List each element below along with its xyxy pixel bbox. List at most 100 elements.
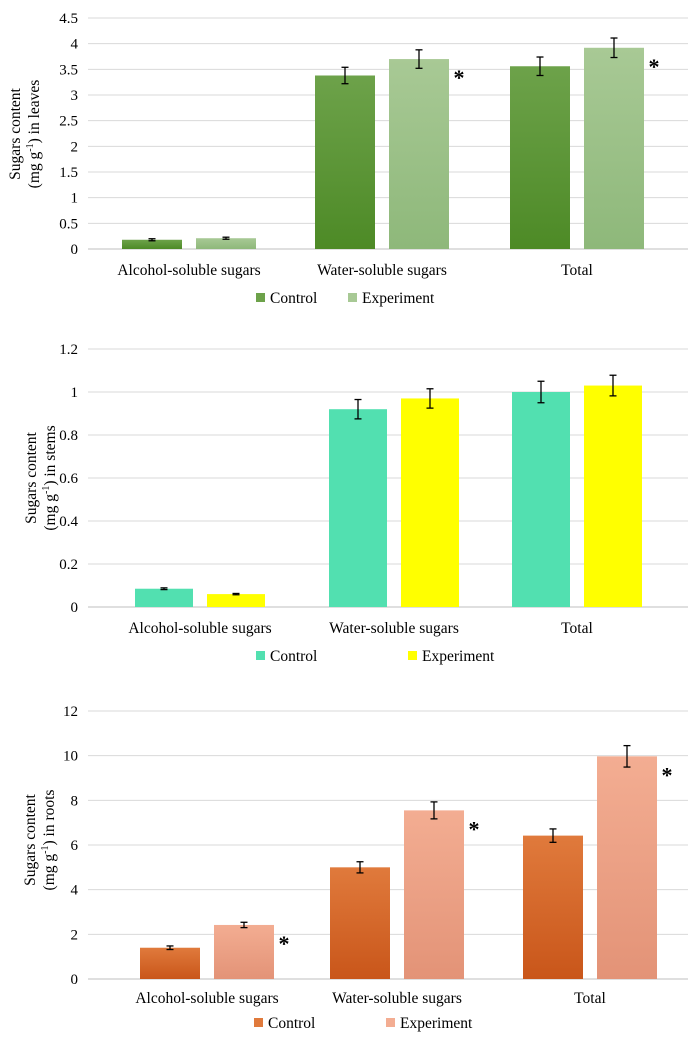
roots-y-tick-label: 12 xyxy=(63,704,78,720)
stems-y-tick-label: 0.4 xyxy=(59,514,78,530)
roots-error-bar-experiment-water-soluble-sugars xyxy=(430,801,438,820)
stems-error-bar-experiment-alcohol-soluble-sugars xyxy=(232,592,240,596)
leaves-error-bar-experiment-total xyxy=(610,37,618,59)
leaves-bar-experiment-total xyxy=(584,47,644,250)
stems-legend-swatch xyxy=(408,651,417,660)
leaves-y-tick-label: 3 xyxy=(71,88,79,104)
roots-y-axis-label-line2: (mg g-1) in roots xyxy=(40,790,58,891)
roots-bar-experiment-total xyxy=(597,756,657,979)
leaves-y-tick-label: 0.5 xyxy=(59,216,78,232)
leaves-y-tick-label: 2.5 xyxy=(59,114,78,130)
stems-y-tick-label: 0.8 xyxy=(59,428,78,444)
stems-chart-svg: 0 0.2 0.4 0.6 0.8 1 1.2 Alcohol-soluble sugars W… xyxy=(23,342,688,665)
roots-category-label: Alcohol-soluble sugars xyxy=(135,990,278,1007)
roots-legend-swatch xyxy=(386,1018,395,1027)
roots-error-bar-control-alcohol-soluble-sugars xyxy=(166,945,174,951)
stems-bar-experiment-water-soluble-sugars xyxy=(401,398,459,607)
stems-legend-label: Experiment xyxy=(422,648,495,665)
leaves-bar-experiment-alcohol-soluble-sugars xyxy=(196,238,256,249)
leaves-legend-swatch xyxy=(348,293,357,302)
leaves-chart: 0 0.5 1 1.5 2 2.5 3 3.5 4 4.5 Alcohol-soluble suga… xyxy=(0,0,698,330)
roots-legend-experiment: Experiment xyxy=(386,1015,473,1032)
stems-y-axis-label-line2: (mg g-1) in stems xyxy=(41,425,59,530)
stems-chart: 0 0.2 0.4 0.6 0.8 1 1.2 Alcohol-soluble sugars W… xyxy=(0,330,698,675)
leaves-category-label: Alcohol-soluble sugars xyxy=(117,262,260,279)
leaves-y-tick-label: 1 xyxy=(71,191,79,207)
leaves-y-tick-label: 0 xyxy=(71,242,79,258)
roots-y-tick-label: 10 xyxy=(63,749,78,765)
leaves-significance-star: * xyxy=(649,54,660,79)
leaves-legend-experiment: Experiment xyxy=(348,290,435,307)
stems-bar-control-alcohol-soluble-sugars xyxy=(135,588,193,607)
stems-y-axis-label: Sugars content (mg g-1) in stems xyxy=(23,425,59,530)
stems-category-label: Total xyxy=(561,620,593,637)
stems-y-tick-label: 1.2 xyxy=(59,342,78,358)
leaves-bar-experiment-water-soluble-sugars xyxy=(389,59,449,249)
roots-category-label: Water-soluble sugars xyxy=(332,990,462,1007)
leaves-bar-control-alcohol-soluble-sugars xyxy=(122,239,182,249)
stems-legend-swatch xyxy=(256,651,265,660)
roots-error-bar-control-total xyxy=(549,828,557,843)
leaves-y-tick-label: 2 xyxy=(71,139,79,155)
stems-legend-label: Control xyxy=(270,648,317,665)
roots-significance-star: * xyxy=(662,762,673,787)
leaves-error-bar-control-water-soluble-sugars xyxy=(341,66,349,85)
leaves-error-bar-control-total xyxy=(536,56,544,77)
roots-legend-control: Control xyxy=(254,1015,315,1032)
stems-error-bar-control-total xyxy=(537,380,545,404)
stems-y-tick-label: 1 xyxy=(71,385,79,401)
roots-significance-star: * xyxy=(469,816,480,841)
roots-bar-experiment-water-soluble-sugars xyxy=(404,810,464,979)
leaves-bar-control-total xyxy=(510,66,570,250)
stems-y-tick-label: 0 xyxy=(71,600,79,616)
roots-chart: 0 2 4 6 8 10 12 * Alcohol-soluble sugars * Water-s… xyxy=(0,675,698,1049)
leaves-y-axis-label-line2: (mg g-1) in leaves xyxy=(25,80,43,189)
roots-legend-label: Experiment xyxy=(400,1015,473,1032)
roots-y-axis-label-line1: Sugars content xyxy=(22,793,39,885)
leaves-y-tick-label: 4.5 xyxy=(59,11,78,27)
roots-y-tick-label: 8 xyxy=(71,793,79,809)
roots-category-label: Total xyxy=(574,990,606,1007)
roots-chart-svg: 0 2 4 6 8 10 12 * Alcohol-soluble sugars * Water-s… xyxy=(22,704,688,1032)
leaves-category-label: Total xyxy=(561,262,593,279)
leaves-y-axis-label: Sugars content (mg g-1) in leaves xyxy=(7,80,43,189)
leaves-legend-label: Experiment xyxy=(362,290,435,307)
roots-bar-experiment-alcohol-soluble-sugars xyxy=(214,924,274,979)
leaves-y-axis-label-line1: Sugars content xyxy=(7,87,24,179)
stems-y-tick-label: 0.6 xyxy=(59,471,78,487)
leaves-y-tick-label: 4 xyxy=(71,37,79,53)
roots-significance-star: * xyxy=(279,931,290,956)
roots-error-bar-experiment-total xyxy=(623,744,631,768)
leaves-error-bar-experiment-water-soluble-sugars xyxy=(415,49,423,69)
stems-bar-control-water-soluble-sugars xyxy=(329,409,387,607)
roots-legend-swatch xyxy=(254,1018,263,1027)
leaves-y-tick-label: 1.5 xyxy=(59,165,78,181)
stems-bar-experiment-alcohol-soluble-sugars xyxy=(207,594,265,607)
roots-error-bar-experiment-alcohol-soluble-sugars xyxy=(240,921,248,929)
stems-error-bar-control-alcohol-soluble-sugars xyxy=(160,587,168,591)
leaves-legend-control: Control xyxy=(256,290,317,307)
roots-bar-control-total xyxy=(523,835,583,979)
leaves-chart-svg: 0 0.5 1 1.5 2 2.5 3 3.5 4 4.5 Alcohol-soluble suga… xyxy=(7,11,688,307)
roots-y-axis-label: Sugars content (mg g-1) in roots xyxy=(22,790,58,891)
leaves-legend-swatch xyxy=(256,293,265,302)
stems-legend-experiment: Experiment xyxy=(408,648,495,665)
roots-legend-label: Control xyxy=(268,1015,315,1032)
roots-bar-control-water-soluble-sugars xyxy=(330,867,390,979)
roots-y-tick-label: 4 xyxy=(71,883,79,899)
roots-bar-control-alcohol-soluble-sugars xyxy=(140,947,200,979)
leaves-error-bar-experiment-alcohol-soluble-sugars xyxy=(222,236,230,240)
leaves-error-bar-control-alcohol-soluble-sugars xyxy=(148,238,156,242)
stems-error-bar-control-water-soluble-sugars xyxy=(354,398,362,420)
stems-legend-control: Control xyxy=(256,648,317,665)
stems-bar-experiment-total xyxy=(584,385,642,607)
roots-y-tick-label: 6 xyxy=(71,838,79,854)
stems-y-axis-label-line1: Sugars content xyxy=(23,431,40,523)
roots-y-tick-label: 2 xyxy=(71,927,79,943)
leaves-significance-star: * xyxy=(454,65,465,90)
leaves-bar-control-water-soluble-sugars xyxy=(315,75,375,249)
stems-error-bar-experiment-water-soluble-sugars xyxy=(426,388,434,409)
leaves-category-label: Water-soluble sugars xyxy=(317,262,447,279)
leaves-y-tick-label: 3.5 xyxy=(59,62,78,78)
stems-category-label: Water-soluble sugars xyxy=(329,620,459,637)
